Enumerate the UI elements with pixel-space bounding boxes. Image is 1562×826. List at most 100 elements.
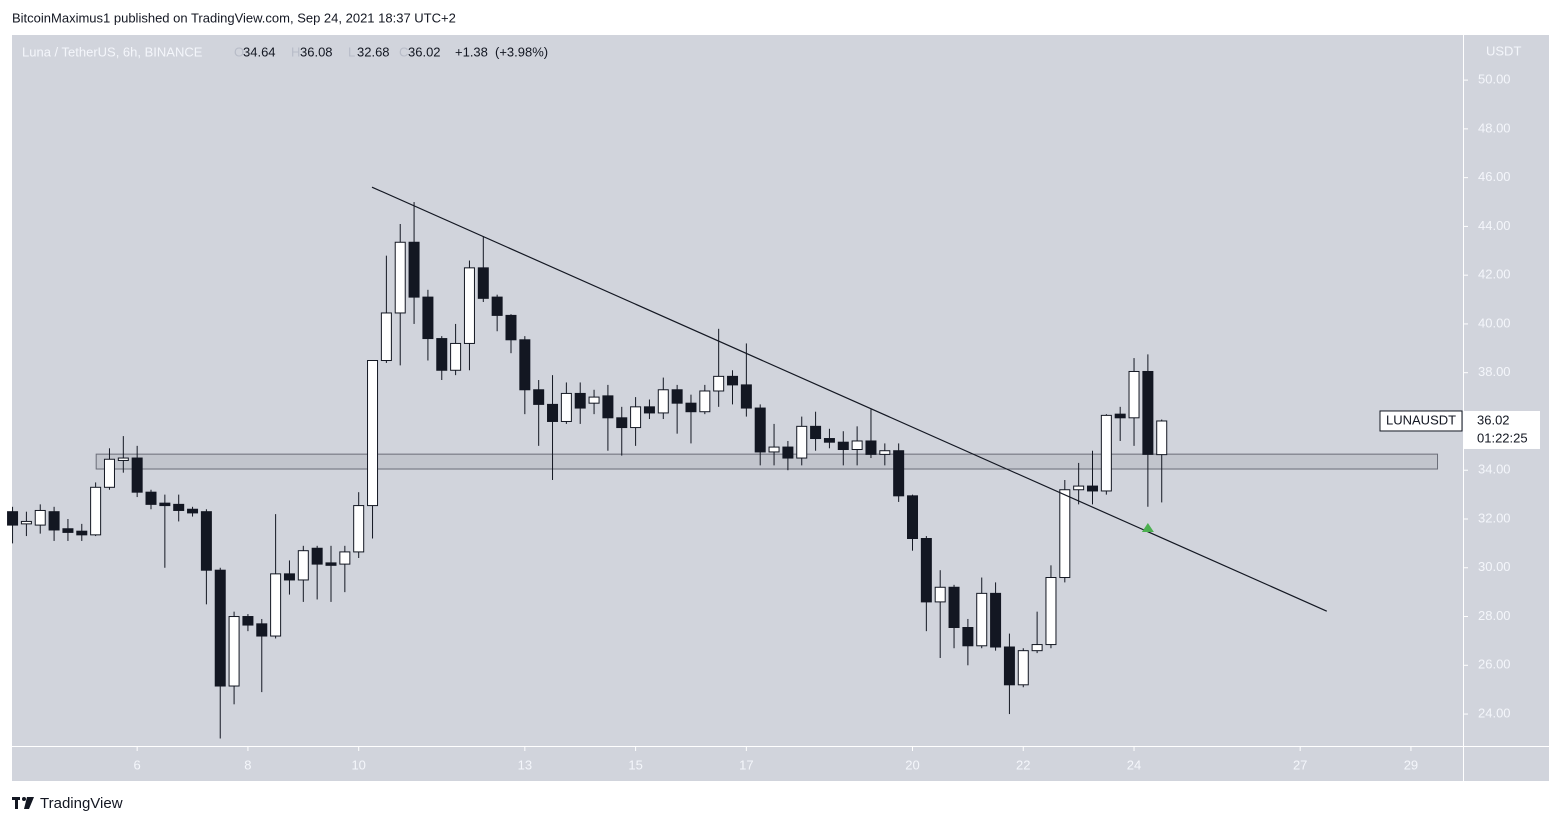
candle-body	[270, 573, 282, 637]
x-tick-label: 27	[1293, 757, 1307, 772]
candle-body	[879, 450, 891, 455]
candle-body	[117, 457, 129, 461]
x-tick-label: 22	[1016, 757, 1030, 772]
candle-body	[394, 241, 406, 314]
y-tick-label: 48.00	[1478, 120, 1511, 135]
candle-body	[353, 505, 365, 553]
candle-body	[851, 440, 863, 451]
candle-body	[48, 511, 60, 531]
y-tick-label: 44.00	[1478, 218, 1511, 233]
trendline	[371, 186, 1328, 612]
x-tick-label: 17	[739, 757, 753, 772]
candle-body	[920, 538, 932, 603]
x-tick-label: 15	[628, 757, 642, 772]
candle-body	[519, 339, 531, 391]
candle-body	[256, 623, 268, 637]
change-percent: (+3.98%)	[495, 44, 548, 59]
change: +1.38	[455, 44, 488, 59]
candle-body	[1059, 489, 1071, 579]
candle-body	[754, 407, 766, 453]
candle-body	[131, 457, 143, 493]
ohlc-letter: L	[348, 44, 355, 59]
candle-body	[1142, 370, 1154, 455]
candle-body	[602, 395, 614, 419]
x-tick-label: 8	[244, 757, 251, 772]
last-price: 36.02	[1477, 412, 1510, 427]
y-tick-label: 46.00	[1478, 169, 1511, 184]
candle-body	[408, 241, 420, 298]
candle-body	[962, 627, 974, 647]
candle-body	[187, 508, 199, 514]
chart-background	[12, 35, 1549, 781]
candle-body	[380, 312, 392, 362]
ohlc-value: 32.68	[357, 44, 390, 59]
candle-body	[907, 495, 919, 540]
candle-body	[727, 375, 739, 386]
candle-body	[422, 296, 434, 340]
candle-body	[588, 396, 600, 404]
candle-body	[837, 441, 849, 451]
chart-title: Luna / TetherUS, 6h, BINANCE	[22, 44, 203, 59]
candle-body	[740, 384, 752, 409]
watermark-logo	[12, 797, 34, 809]
candle-body	[616, 417, 628, 429]
candle-body	[574, 392, 586, 409]
candle-body	[34, 509, 46, 526]
candle-body	[76, 530, 88, 536]
candle-body	[505, 314, 517, 341]
candle-body	[547, 403, 559, 422]
candle-body	[976, 592, 988, 647]
symbol-box	[1379, 410, 1463, 432]
candle-body	[477, 267, 489, 299]
candle-body	[713, 375, 725, 392]
y-tick-label: 38.00	[1478, 364, 1511, 379]
candle-body	[7, 511, 19, 526]
y-tick-label: 40.00	[1478, 315, 1511, 330]
candle-body	[643, 406, 655, 414]
candle-body	[685, 402, 697, 413]
candle-body	[560, 392, 572, 422]
candle-body	[1114, 413, 1126, 419]
candle-body	[699, 390, 711, 413]
x-tick-label: 6	[134, 757, 141, 772]
candle-body	[1073, 485, 1085, 491]
candle-body	[436, 338, 448, 371]
candle-body	[214, 569, 226, 687]
x-tick-label: 13	[518, 757, 532, 772]
countdown: 01:22:25	[1477, 430, 1528, 445]
candle-body	[228, 616, 240, 687]
candle-body	[1003, 646, 1015, 686]
x-tick-label: 20	[905, 757, 919, 772]
ohlc-value: 36.02	[408, 44, 441, 59]
byline: BitcoinMaximus1 published on TradingView…	[12, 10, 456, 25]
candle-body	[491, 296, 503, 316]
candle-body	[1100, 414, 1112, 492]
y-tick-label: 42.00	[1478, 267, 1511, 282]
candle-body	[1031, 644, 1043, 652]
ohlc-value: 36.08	[300, 44, 333, 59]
candle-body	[1017, 650, 1029, 686]
support-zone	[95, 453, 1439, 470]
x-tick-label: 29	[1404, 757, 1418, 772]
candle-body	[90, 486, 102, 536]
candle-body	[782, 446, 794, 459]
candle-body	[630, 406, 642, 429]
candle-body	[103, 458, 115, 488]
candle-body	[159, 502, 171, 507]
candle-body	[200, 511, 212, 571]
candle-body	[283, 573, 295, 581]
candle-body	[768, 446, 780, 453]
candle-body	[450, 342, 462, 371]
candle-body	[1156, 420, 1168, 456]
candle-body	[893, 450, 905, 497]
ohlc-letter: H	[291, 44, 300, 59]
y-tick-label: 28.00	[1478, 608, 1511, 623]
watermark: TradingView	[40, 795, 123, 812]
candle-body	[1045, 577, 1057, 646]
candle-body	[990, 592, 1002, 648]
candle-body	[823, 438, 835, 443]
ohlc-value: 34.64	[243, 44, 276, 59]
ohlc-letter: O	[234, 44, 244, 59]
candle-body	[297, 550, 309, 581]
